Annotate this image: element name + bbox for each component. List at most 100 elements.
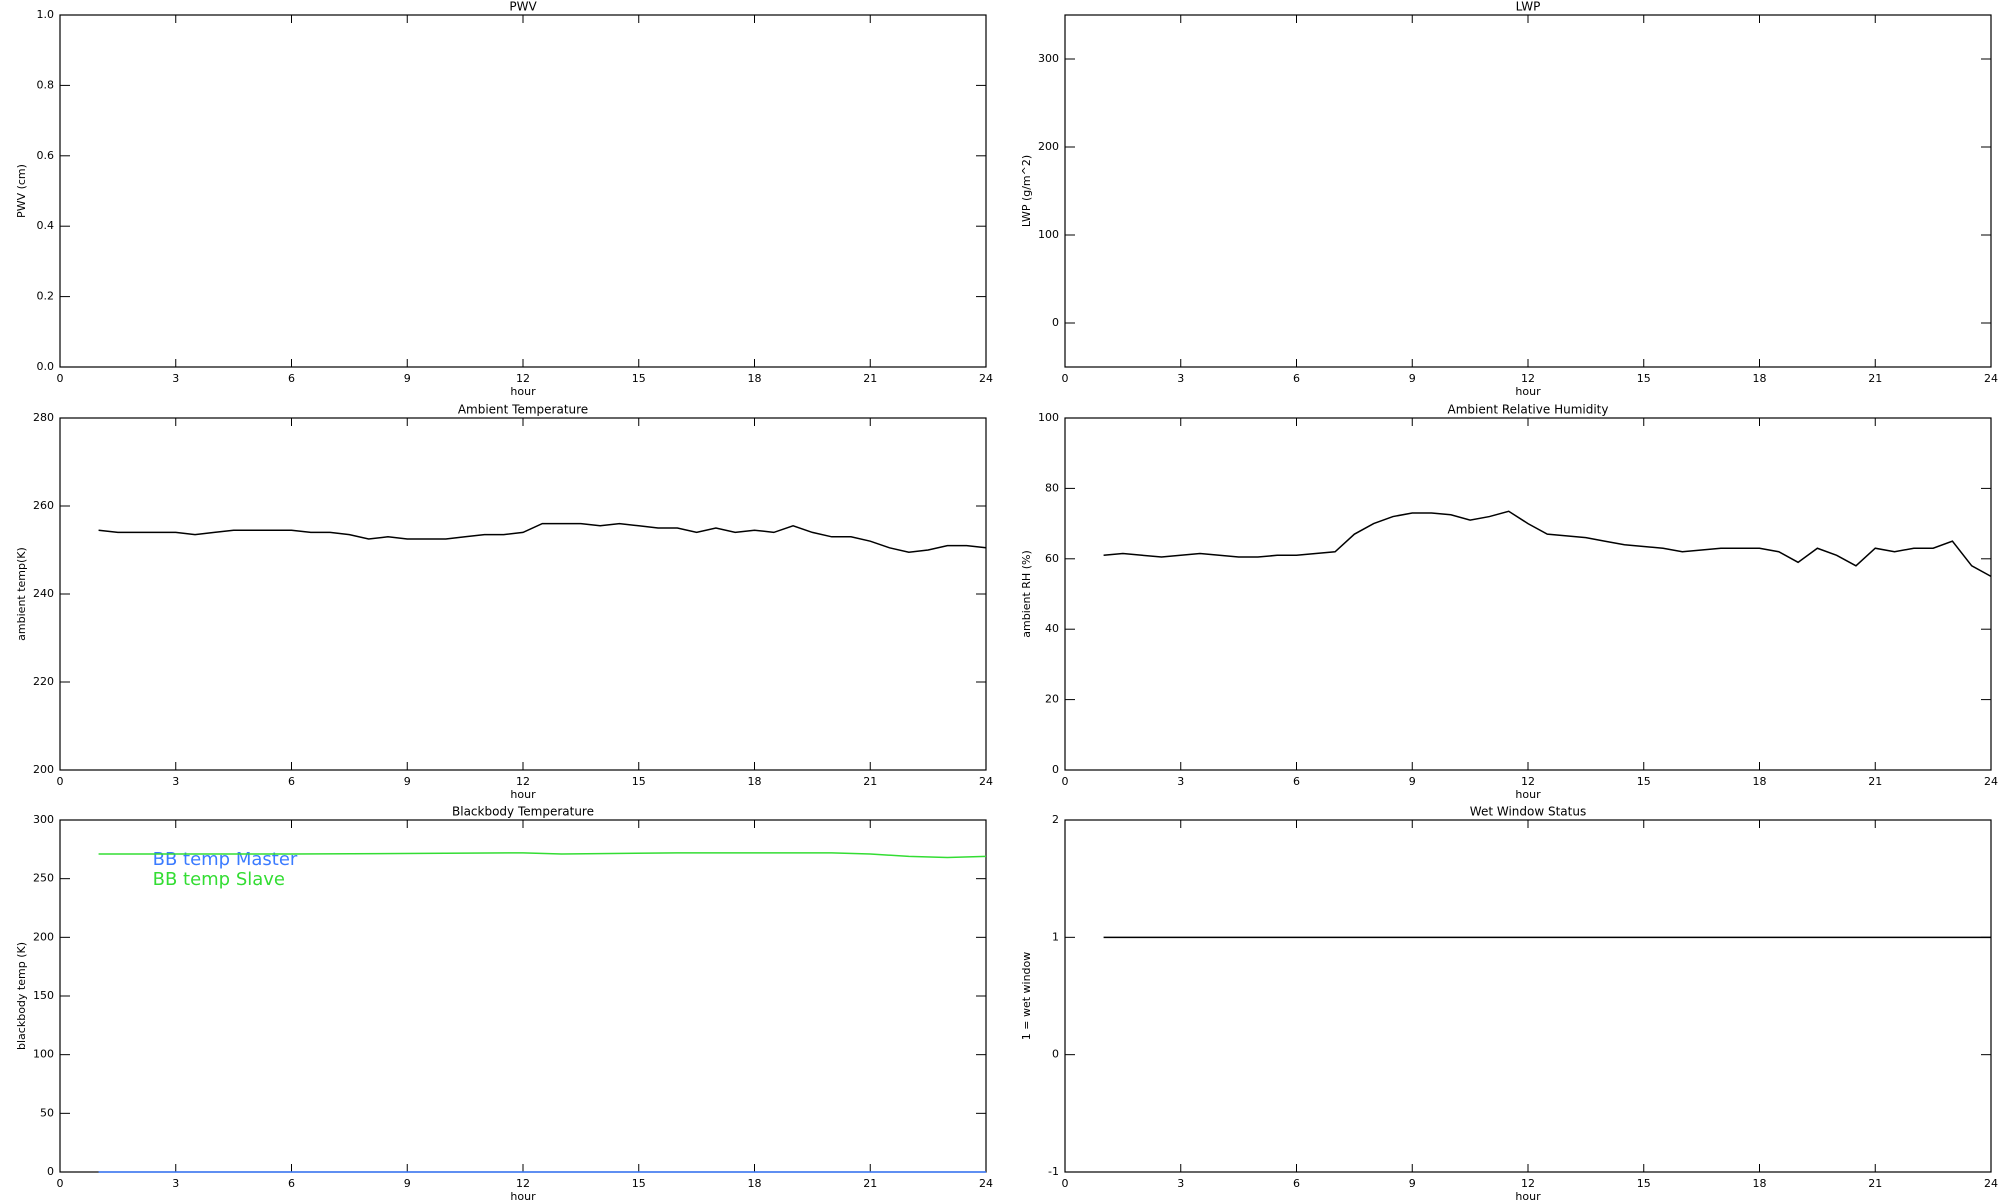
y-tick-label: 0.2 bbox=[37, 290, 55, 303]
x-tick-label: 24 bbox=[1984, 1177, 1998, 1190]
x-tick-label: 21 bbox=[1868, 372, 1882, 385]
y-axis-label: blackbody temp (K) bbox=[15, 942, 28, 1050]
y-tick-label: 300 bbox=[1038, 52, 1059, 65]
y-tick-label: 50 bbox=[40, 1106, 54, 1119]
x-axis-label: hour bbox=[1515, 385, 1541, 398]
y-tick-label: 100 bbox=[1038, 411, 1059, 424]
x-tick-label: 3 bbox=[172, 775, 179, 788]
y-tick-label: -1 bbox=[1048, 1165, 1059, 1178]
x-tick-label: 6 bbox=[288, 372, 295, 385]
x-tick-label: 0 bbox=[1062, 775, 1069, 788]
y-tick-label: 100 bbox=[1038, 228, 1059, 241]
x-tick-label: 9 bbox=[404, 1177, 411, 1190]
x-tick-label: 6 bbox=[288, 775, 295, 788]
x-tick-label: 21 bbox=[863, 1177, 877, 1190]
y-tick-label: 0 bbox=[47, 1165, 54, 1178]
data-line bbox=[1103, 510, 1992, 578]
x-tick-label: 18 bbox=[1753, 372, 1767, 385]
legend-entry: BB temp Slave bbox=[153, 869, 285, 890]
y-tick-label: 200 bbox=[33, 930, 54, 943]
x-tick-label: 9 bbox=[1409, 1177, 1416, 1190]
x-tick-label: 12 bbox=[1521, 1177, 1535, 1190]
x-tick-label: 21 bbox=[863, 775, 877, 788]
y-tick-label: 260 bbox=[33, 499, 54, 512]
x-tick-label: 18 bbox=[1753, 1177, 1767, 1190]
plot-frame bbox=[1064, 417, 1992, 771]
x-tick-label: 9 bbox=[404, 775, 411, 788]
y-tick-label: 0 bbox=[1052, 763, 1059, 776]
x-tick-label: 15 bbox=[1637, 1177, 1651, 1190]
y-tick-label: 100 bbox=[33, 1048, 54, 1061]
y-tick-label: 60 bbox=[1045, 552, 1059, 565]
chart-title: Wet Window Status bbox=[1470, 805, 1586, 819]
y-axis-label: 1 = wet window bbox=[1020, 952, 1033, 1041]
x-tick-label: 6 bbox=[1293, 775, 1300, 788]
y-tick-label: 1 bbox=[1052, 930, 1059, 943]
x-tick-label: 3 bbox=[172, 1177, 179, 1190]
x-tick-label: 0 bbox=[1062, 372, 1069, 385]
y-tick-label: 0 bbox=[1052, 316, 1059, 329]
plot-frame bbox=[1064, 14, 1992, 368]
y-tick-label: 0.6 bbox=[37, 149, 55, 162]
plot-frame bbox=[59, 417, 987, 771]
y-tick-label: 2 bbox=[1052, 813, 1059, 826]
x-axis-label: hour bbox=[510, 1190, 536, 1200]
y-axis-label: LWP (g/m^2) bbox=[1020, 155, 1033, 227]
y-tick-label: 280 bbox=[33, 411, 54, 424]
y-tick-label: 80 bbox=[1045, 481, 1059, 494]
x-tick-label: 24 bbox=[1984, 775, 1998, 788]
x-tick-label: 15 bbox=[632, 372, 646, 385]
x-axis-label: hour bbox=[510, 385, 536, 398]
x-tick-label: 21 bbox=[863, 372, 877, 385]
x-tick-label: 6 bbox=[1293, 1177, 1300, 1190]
chart-title: Ambient Temperature bbox=[458, 403, 588, 417]
chart-title: LWP bbox=[1516, 0, 1541, 14]
y-tick-label: 200 bbox=[33, 763, 54, 776]
y-tick-label: 240 bbox=[33, 587, 54, 600]
x-tick-label: 15 bbox=[1637, 775, 1651, 788]
x-tick-label: 9 bbox=[1409, 775, 1416, 788]
x-tick-label: 0 bbox=[57, 372, 64, 385]
x-tick-label: 6 bbox=[1293, 372, 1300, 385]
x-tick-label: 15 bbox=[632, 775, 646, 788]
x-tick-label: 18 bbox=[748, 372, 762, 385]
x-tick-label: 24 bbox=[979, 775, 993, 788]
chart-title: Blackbody Temperature bbox=[452, 805, 594, 819]
plot-frame bbox=[59, 14, 987, 368]
x-tick-label: 24 bbox=[979, 1177, 993, 1190]
x-tick-label: 3 bbox=[1177, 372, 1184, 385]
y-tick-label: 300 bbox=[33, 813, 54, 826]
x-tick-label: 9 bbox=[1409, 372, 1416, 385]
chart-title: PWV bbox=[509, 0, 537, 14]
x-tick-label: 0 bbox=[57, 1177, 64, 1190]
x-tick-label: 18 bbox=[748, 1177, 762, 1190]
data-line bbox=[98, 522, 987, 553]
legend-entry: BB temp Master bbox=[153, 849, 298, 870]
x-tick-label: 3 bbox=[1177, 775, 1184, 788]
x-tick-label: 12 bbox=[516, 775, 530, 788]
data-line bbox=[98, 852, 987, 859]
x-axis-label: hour bbox=[510, 788, 536, 801]
x-tick-label: 21 bbox=[1868, 1177, 1882, 1190]
x-tick-label: 12 bbox=[1521, 775, 1535, 788]
y-axis-label: ambient RH (%) bbox=[1020, 550, 1033, 638]
y-axis-label: PWV (cm) bbox=[15, 164, 28, 218]
y-tick-label: 20 bbox=[1045, 693, 1059, 706]
x-tick-label: 6 bbox=[288, 1177, 295, 1190]
y-tick-label: 0 bbox=[1052, 1048, 1059, 1061]
x-axis-label: hour bbox=[1515, 788, 1541, 801]
y-axis-label: ambient temp(K) bbox=[15, 547, 28, 641]
y-tick-label: 200 bbox=[1038, 140, 1059, 153]
y-tick-label: 0.8 bbox=[37, 78, 55, 91]
x-tick-label: 12 bbox=[516, 372, 530, 385]
x-tick-label: 24 bbox=[979, 372, 993, 385]
y-tick-label: 1.0 bbox=[37, 8, 55, 21]
y-tick-label: 0.4 bbox=[37, 219, 55, 232]
x-tick-label: 15 bbox=[1637, 372, 1651, 385]
x-tick-label: 12 bbox=[516, 1177, 530, 1190]
y-tick-label: 40 bbox=[1045, 622, 1059, 635]
x-tick-label: 12 bbox=[1521, 372, 1535, 385]
x-tick-label: 18 bbox=[1753, 775, 1767, 788]
y-tick-label: 220 bbox=[33, 675, 54, 688]
